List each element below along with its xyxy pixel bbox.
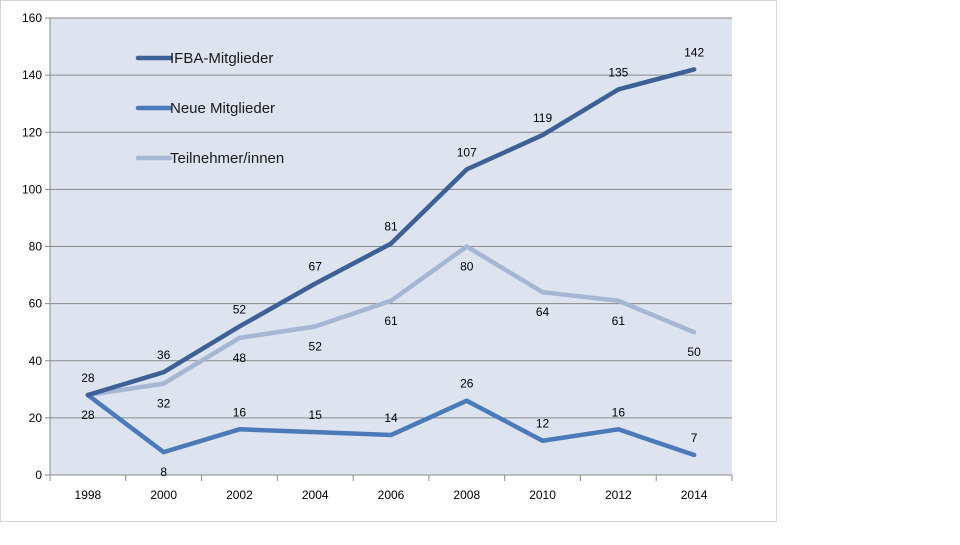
data-label: 26 <box>460 377 474 391</box>
x-tick-label: 2010 <box>529 488 556 502</box>
data-label: 50 <box>687 345 701 359</box>
data-label: 8 <box>160 465 167 479</box>
x-axis-ticks: 1998 2000 2002 2004 2006 2008 2010 2012 2014 <box>49 475 733 502</box>
data-label: 80 <box>460 260 474 274</box>
data-label: 52 <box>233 302 247 316</box>
data-label: 61 <box>612 314 626 328</box>
data-label: 52 <box>309 339 323 353</box>
data-label: 16 <box>233 405 247 419</box>
data-label: 28 <box>81 408 95 422</box>
y-tick-label: 0 <box>35 468 42 482</box>
data-label: 15 <box>309 408 323 422</box>
y-tick-label: 120 <box>22 125 42 139</box>
y-tick-label: 20 <box>29 411 43 425</box>
data-label: 64 <box>536 305 550 319</box>
series-lines <box>85 67 697 458</box>
x-tick-label: 1998 <box>75 488 102 502</box>
data-label: 48 <box>233 351 247 365</box>
data-label: 7 <box>691 431 698 445</box>
y-tick-label: 140 <box>22 68 42 82</box>
y-tick-label: 40 <box>29 354 43 368</box>
y-tick-label: 60 <box>29 297 43 311</box>
legend-label: Neue Mitglieder <box>170 100 275 117</box>
data-label: 142 <box>684 45 704 59</box>
x-tick-label: 2004 <box>302 488 329 502</box>
series-line-2 <box>85 244 697 398</box>
y-tick-label: 160 <box>22 11 42 25</box>
data-label: 135 <box>608 65 628 79</box>
x-tick-label: 2012 <box>605 488 632 502</box>
data-label: 16 <box>612 405 626 419</box>
legend-label: Teilnehmer/innen <box>170 150 284 167</box>
series-line-1 <box>85 392 697 458</box>
data-label: 36 <box>157 348 171 362</box>
x-tick-label: 2002 <box>226 488 253 502</box>
x-tick-label: 2000 <box>150 488 177 502</box>
legend: IFBA-Mitglieder Neue Mitglieder Teilnehmer… <box>135 50 284 167</box>
series-line-0 <box>85 67 697 398</box>
data-labels: 28 36 52 67 81 107 119 135 142 8 16 15 14 26 12 16 7 28 32… <box>81 45 704 479</box>
x-tick-label: 2014 <box>681 488 708 502</box>
y-tick-label: 80 <box>29 240 43 254</box>
x-tick-label: 2006 <box>378 488 405 502</box>
data-label: 28 <box>81 371 95 385</box>
y-axis-ticks: 0 20 40 60 80 100 120 140 160 <box>22 11 50 482</box>
gridlines <box>50 17 732 476</box>
data-label: 67 <box>309 260 323 274</box>
data-label: 107 <box>457 145 477 159</box>
data-label: 61 <box>384 314 398 328</box>
legend-label: IFBA-Mitglieder <box>170 50 273 67</box>
y-tick-label: 100 <box>22 182 42 196</box>
data-label: 14 <box>384 411 398 425</box>
data-label: 81 <box>384 220 398 234</box>
data-label: 119 <box>533 111 552 125</box>
data-label: 12 <box>536 417 550 431</box>
data-label: 32 <box>157 397 171 411</box>
x-tick-label: 2008 <box>453 488 480 502</box>
